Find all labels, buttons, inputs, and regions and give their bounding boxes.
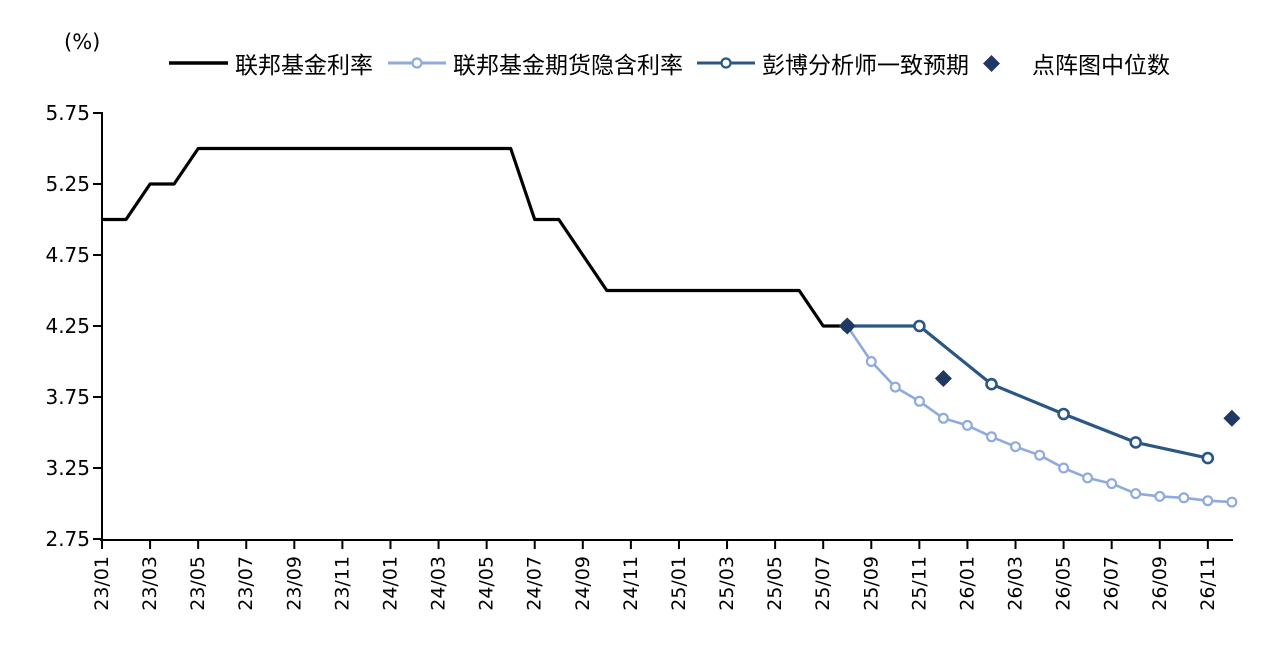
x-axis-tick-label: 23/01 bbox=[91, 556, 113, 611]
y-axis-tick-label: 3.25 bbox=[45, 456, 90, 480]
x-axis-tick-label: 24/11 bbox=[620, 556, 642, 611]
legend-label: 彭博分析师一致预期 bbox=[762, 53, 969, 79]
legend-line-circle-icon bbox=[697, 57, 755, 69]
series-fed-funds-futures-implied-rate-marker bbox=[913, 395, 925, 407]
y-axis-tick-label: 4.25 bbox=[45, 314, 90, 338]
series-bloomberg-analyst-consensus-marker bbox=[1201, 451, 1215, 465]
series-dot-plot-median-marker bbox=[838, 317, 856, 335]
y-axis-tick-label: 2.75 bbox=[45, 527, 90, 551]
series-fed-funds-futures-implied-rate-marker bbox=[985, 431, 997, 443]
x-axis-tick-label: 25/09 bbox=[860, 556, 882, 611]
series-fed-funds-futures-implied-rate-marker bbox=[1226, 496, 1238, 508]
series-bloomberg-analyst-consensus-line bbox=[847, 324, 1209, 460]
legend-item-fed-funds-futures-implied-rate: 联邦基金期货隐含利率 bbox=[388, 48, 683, 79]
x-axis-tick-label: 25/05 bbox=[764, 556, 786, 611]
x-axis-tick-label: 26/11 bbox=[1197, 556, 1219, 611]
series-fed-funds-futures-implied-rate-marker bbox=[1009, 441, 1021, 453]
series-fed-funds-futures-implied-rate-marker bbox=[1034, 449, 1046, 461]
x-axis-tick-label: 24/01 bbox=[379, 556, 401, 611]
x-axis-tick-label: 26/03 bbox=[1005, 556, 1027, 611]
series-fed-funds-futures-implied-rate-marker bbox=[1082, 472, 1094, 484]
legend-item-bloomberg-analyst-consensus: 彭博分析师一致预期 bbox=[697, 48, 969, 79]
axis-lines bbox=[100, 112, 1233, 541]
legend-line-circle-icon bbox=[388, 57, 446, 69]
legend-label: 联邦基金期货隐含利率 bbox=[453, 53, 683, 79]
x-axis-tick-label: 25/01 bbox=[668, 556, 690, 611]
y-axis-tick-label: 5.25 bbox=[45, 172, 90, 196]
x-axis-tick-label: 26/07 bbox=[1101, 556, 1123, 611]
series-fed-funds-futures-implied-rate-marker bbox=[1106, 478, 1118, 490]
series-bloomberg-analyst-consensus-marker bbox=[913, 319, 926, 333]
series-fed-funds-futures-implied-rate-line bbox=[846, 325, 1232, 504]
legend: 联邦基金利率 联邦基金期货隐含利率 彭博分析师一致预期 点阵图中位数 bbox=[0, 48, 1267, 79]
series-dot-plot-median-marker bbox=[934, 370, 952, 388]
legend-line-icon bbox=[169, 61, 228, 65]
x-axis-tick-label: 23/03 bbox=[139, 556, 161, 611]
x-axis-tick-label: 25/07 bbox=[812, 556, 834, 611]
series-fed-funds-futures-implied-rate-marker bbox=[1058, 462, 1070, 474]
series-bloomberg-analyst-consensus-marker bbox=[1129, 436, 1142, 449]
x-axis-tick-label: 25/11 bbox=[908, 556, 930, 611]
series-fed-funds-rate-line bbox=[102, 146, 848, 328]
legend-item-dot-plot-median: 点阵图中位数 bbox=[983, 48, 1170, 79]
x-axis-tick-label: 24/07 bbox=[524, 556, 546, 611]
y-axis-unit-label: (%) bbox=[64, 30, 101, 54]
x-axis-tick-label: 23/07 bbox=[235, 556, 257, 611]
series-fed-funds-futures-implied-rate-marker bbox=[937, 412, 949, 424]
x-axis-tick-label: 24/03 bbox=[428, 556, 450, 611]
x-axis-tick-label: 24/05 bbox=[476, 556, 498, 611]
y-axis-tick-label: 5.75 bbox=[45, 101, 90, 125]
x-axis-tick-label: 23/05 bbox=[187, 556, 209, 611]
series-fed-funds-futures-implied-rate-marker bbox=[1202, 495, 1214, 507]
series-bloomberg-analyst-consensus-marker bbox=[985, 377, 998, 391]
series-bloomberg-analyst-consensus-marker bbox=[1057, 407, 1070, 421]
series-fed-funds-futures-implied-rate-marker bbox=[961, 419, 973, 431]
x-axis-tick-label: 26/01 bbox=[956, 556, 978, 611]
series-fed-funds-futures-implied-rate-marker bbox=[1178, 492, 1190, 504]
series-fed-funds-futures-implied-rate-marker bbox=[889, 381, 901, 393]
series-dot-plot-median-marker bbox=[1223, 409, 1241, 427]
legend-label: 点阵图中位数 bbox=[1032, 53, 1170, 79]
legend-item-fed-funds-rate: 联邦基金利率 bbox=[169, 48, 373, 79]
x-axis-tick-label: 24/09 bbox=[572, 556, 594, 611]
series-fed-funds-futures-implied-rate-marker bbox=[1130, 488, 1142, 500]
series-fed-funds-futures-implied-rate-marker bbox=[865, 356, 877, 368]
legend-label: 联邦基金利率 bbox=[235, 53, 373, 79]
y-axis-tick-label: 3.75 bbox=[45, 385, 90, 409]
series-fed-funds-futures-implied-rate-marker bbox=[1154, 490, 1166, 502]
y-axis-tick-label: 4.75 bbox=[45, 243, 90, 267]
legend-diamond-icon bbox=[983, 54, 1000, 72]
x-axis-tick-label: 23/11 bbox=[331, 556, 353, 611]
x-axis-tick-label: 26/09 bbox=[1149, 556, 1171, 611]
x-axis-tick-label: 25/03 bbox=[716, 556, 738, 611]
x-axis-tick-label: 26/05 bbox=[1053, 556, 1075, 611]
x-axis-tick-label: 23/09 bbox=[283, 556, 305, 611]
